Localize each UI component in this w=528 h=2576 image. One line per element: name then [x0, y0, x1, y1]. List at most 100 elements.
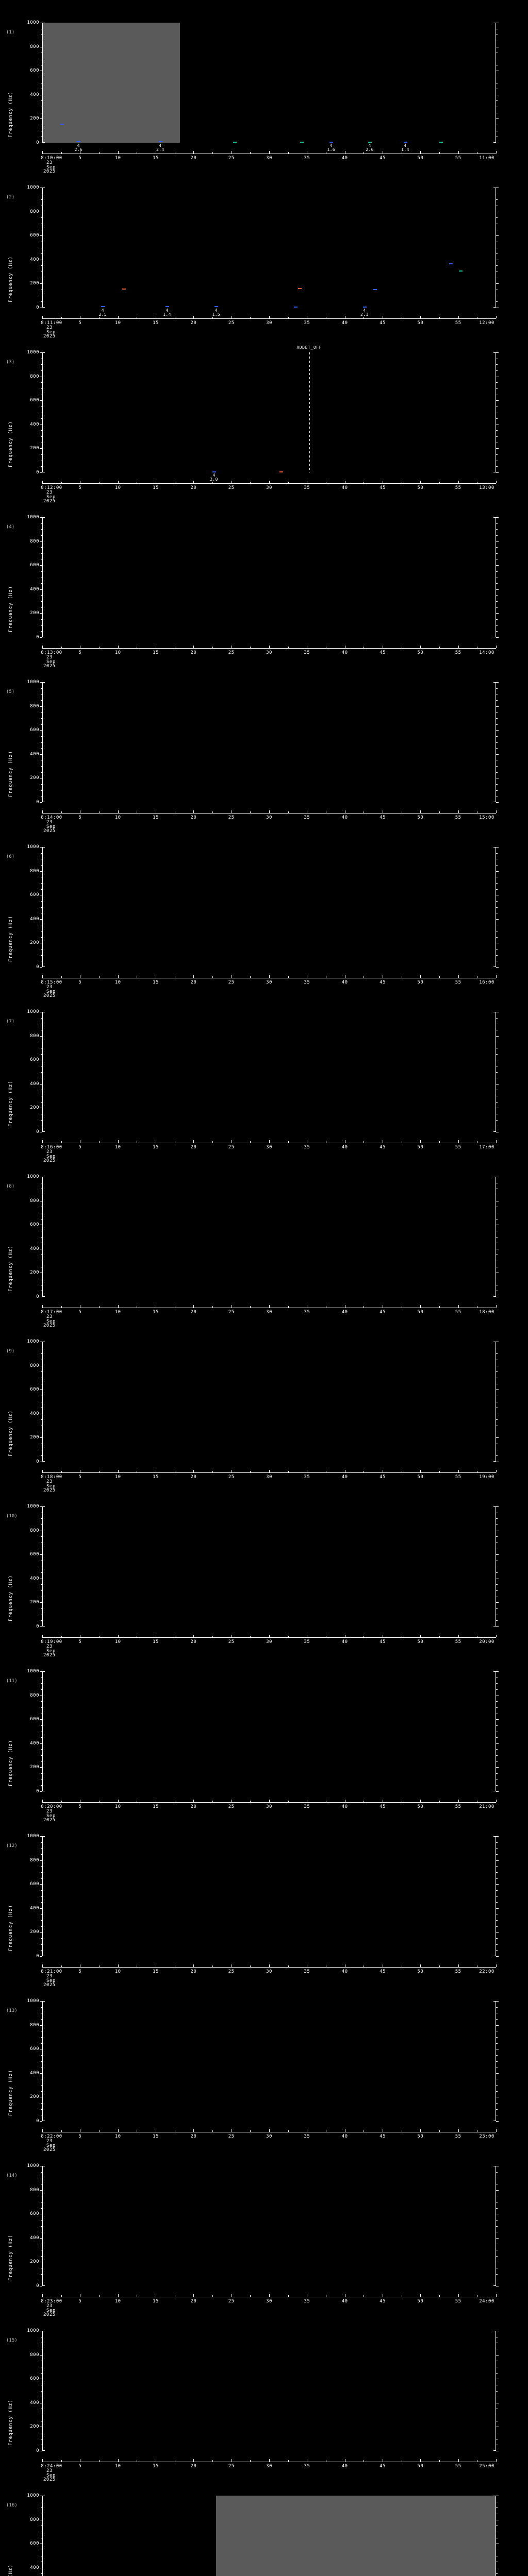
y-axis-tick — [41, 1120, 42, 1121]
y-axis-tick — [40, 2001, 42, 2002]
y-axis-tick-label: 800 — [30, 1857, 39, 1863]
y-axis-tick — [496, 955, 498, 956]
x-axis-tick — [212, 811, 213, 813]
x-axis-date-label: 23 Sep 2025 — [43, 161, 56, 174]
x-axis-end-time-label: 11:00 — [479, 156, 494, 161]
x-axis-tick-label: 50 — [417, 980, 424, 985]
detection-marker — [439, 141, 443, 143]
x-axis-tick-label: 50 — [417, 650, 424, 655]
x-axis-tick — [439, 1965, 440, 1967]
y-axis-tick — [496, 907, 498, 908]
x-axis-tick-label: 10 — [114, 1475, 121, 1480]
panel-index-label: (3) — [6, 360, 15, 365]
x-axis-tick-label: 10 — [114, 2134, 121, 2139]
plot-area — [40, 1671, 499, 1792]
x-axis-tick — [118, 2294, 119, 2297]
y-axis-tick — [40, 1626, 42, 1627]
x-axis-tick-label: 45 — [380, 1804, 386, 1809]
axis-frame-segment — [493, 1836, 496, 1837]
y-axis-tick — [41, 1707, 42, 1708]
x-axis-tick-label: 20 — [190, 485, 197, 490]
axis-frame-segment — [42, 1836, 43, 1956]
detection-label-group: 4 2.1 — [360, 309, 369, 317]
x-axis-tick-label: 5 — [78, 650, 82, 655]
y-axis-tick — [40, 847, 42, 848]
x-axis-tick — [496, 1964, 497, 1967]
y-axis-tick — [496, 118, 499, 120]
y-axis-tick — [496, 382, 498, 383]
x-axis-tick-label: 55 — [455, 2134, 461, 2139]
y-axis-tick — [41, 2091, 42, 2092]
y-axis-tick — [40, 1437, 42, 1438]
date-line: Sep — [46, 494, 56, 500]
axis-frame-segment — [42, 2285, 45, 2286]
date-line: 23 — [46, 820, 53, 825]
x-axis-tick — [212, 1306, 213, 1308]
x-axis-tick — [458, 2459, 459, 2462]
x-axis-tick — [496, 646, 497, 648]
y-axis-tick — [40, 1743, 42, 1744]
y-axis-tick — [496, 853, 498, 854]
x-axis-date-label: 23 Sep 2025 — [43, 820, 56, 834]
y-axis-tick-label: 400 — [30, 586, 39, 592]
y-axis-tick — [496, 706, 499, 707]
x-axis-tick — [496, 316, 497, 318]
x-axis-date-label: 23 Sep 2025 — [43, 490, 56, 504]
x-axis-tick — [496, 2294, 497, 2297]
y-axis-tick-label: 1000 — [27, 2163, 39, 2168]
y-axis-tick — [496, 754, 499, 755]
y-axis-title: Frequency (Hz) — [8, 91, 13, 138]
x-axis-tick-label: 35 — [304, 485, 310, 490]
axis-frame-segment — [493, 2001, 496, 2002]
y-axis-tick-label: 600 — [30, 1882, 39, 1887]
detection-count-label: 4 — [166, 308, 169, 313]
x-axis-tick-label: 25 — [228, 1639, 235, 1645]
y-axis-tick — [496, 1572, 498, 1573]
y-axis-tick — [496, 100, 498, 101]
y-axis-tick — [496, 967, 499, 968]
x-axis-tick-label: 15 — [153, 1310, 159, 1315]
y-axis-tick — [496, 2507, 498, 2509]
y-axis-tick — [496, 2190, 499, 2191]
x-axis-tick — [439, 647, 440, 648]
y-axis-tick — [41, 736, 42, 737]
y-axis-tick-label: 200 — [30, 775, 39, 781]
y-axis-tick-label: 800 — [30, 2187, 39, 2193]
y-axis-tick — [41, 1524, 42, 1525]
date-line: Sep — [46, 1648, 56, 1654]
detection-marker — [233, 141, 237, 143]
x-axis-end-time-label: 14:00 — [479, 650, 494, 655]
y-axis-tick — [496, 2073, 499, 2074]
y-axis-tick — [41, 1536, 42, 1537]
axis-frame-segment — [493, 142, 496, 143]
axis-frame-segment — [42, 682, 43, 802]
y-axis-tick-label: 600 — [30, 1717, 39, 1722]
x-axis-tick-label: 50 — [417, 156, 424, 161]
y-axis-tick — [496, 301, 498, 302]
x-axis-tick — [288, 976, 289, 978]
y-axis-title: Frequency (Hz) — [8, 1740, 13, 1786]
y-axis-tick — [496, 1101, 498, 1103]
y-axis-tick — [41, 454, 42, 455]
x-axis-tick-label: 50 — [417, 2134, 424, 2139]
y-axis-tick — [496, 1773, 498, 1774]
x-axis-tick — [250, 1471, 251, 1472]
x-axis-tick-label: 40 — [341, 650, 348, 655]
x-axis-tick — [118, 1635, 119, 1637]
y-axis-title: Frequency (Hz) — [8, 421, 13, 467]
y-axis-tick — [496, 919, 499, 920]
y-axis-tick-label: 600 — [30, 892, 39, 898]
y-axis-tick-label: 1000 — [27, 1834, 39, 1839]
y-axis-tick — [496, 700, 498, 701]
x-axis-tick-label: 15 — [153, 1969, 159, 1974]
x-axis-tick — [269, 2459, 270, 2462]
x-axis-tick — [496, 810, 497, 813]
y-axis-tick — [496, 571, 498, 572]
x-axis-tick — [42, 316, 43, 318]
y-axis-tick — [41, 1072, 42, 1073]
x-axis-tick-label: 10 — [114, 1310, 121, 1315]
plot-area — [40, 2496, 499, 2576]
y-axis-tick — [41, 688, 42, 689]
y-axis-tick — [496, 1890, 498, 1891]
x-axis-tick — [193, 1470, 194, 1472]
